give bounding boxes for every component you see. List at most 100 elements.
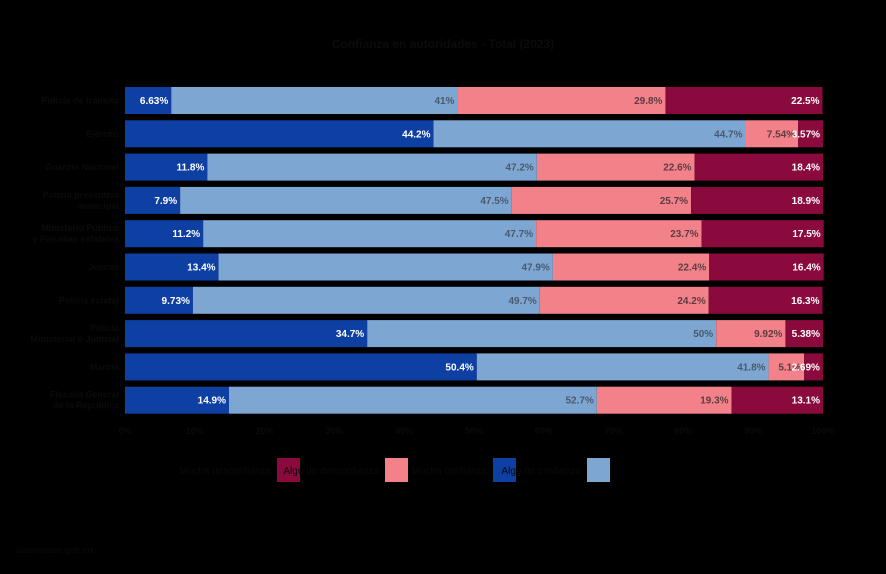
legend-swatch <box>277 458 300 482</box>
bar-segment-algo-de-confianza <box>476 353 769 381</box>
bar-segment-algo-de-confianza <box>207 153 537 181</box>
category-label: Ministerio Público y Fiscalías estatales <box>32 223 119 244</box>
legend-swatch <box>587 458 610 482</box>
bar-segment-mucha-confianza <box>125 186 181 214</box>
legend-label: Mucha confianza <box>411 466 487 477</box>
legend-label: Algo de desconfianza <box>283 466 379 477</box>
bar-segment-algo-de-desconfianza <box>539 286 709 314</box>
bar-segment-algo-de-confianza <box>218 253 553 281</box>
data-label: 47.7% <box>505 229 533 240</box>
x-tick-label: 80% <box>674 426 692 436</box>
bar-segment-algo-de-desconfianza <box>536 220 702 248</box>
data-label: 50.4% <box>445 362 473 373</box>
bar-segment-algo-de-desconfianza <box>745 120 799 148</box>
data-label: 13.1% <box>792 396 820 407</box>
bar-segment-mucha-confianza <box>125 353 477 381</box>
data-label: 34.7% <box>336 329 364 340</box>
bar-segment-mucha-desconfianza <box>694 153 823 181</box>
bar-segment-algo-de-confianza <box>180 186 512 214</box>
data-label: 25.7% <box>660 196 688 207</box>
value-labels: 6.63% 41% 29.8% 22.5% 44.2% 44.7% 7.54%3.57% 11… <box>140 96 821 407</box>
data-label: 47.5% <box>480 196 508 207</box>
data-label: 47.9% <box>522 263 550 274</box>
bar-segment-mucha-desconfianza <box>731 386 823 414</box>
legend-swatch <box>493 458 516 482</box>
bar-segment-mucha-desconfianza <box>785 320 823 348</box>
data-label: 44.2% <box>402 129 430 140</box>
bar-segment-algo-de-desconfianza <box>457 87 666 114</box>
legend-item-mucha-desconfianza[interactable]: Mucha desconfianza <box>179 458 300 482</box>
bar-segment-mucha-confianza <box>125 386 230 414</box>
data-label: 47.2% <box>505 163 533 174</box>
bar-segment-mucha-desconfianza <box>665 87 823 114</box>
data-label: 22.5% <box>791 96 819 107</box>
bar-segment-mucha-confianza <box>125 220 204 248</box>
data-label: 22.4% <box>678 263 706 274</box>
legend-item-algo-de-desconfianza[interactable]: Algo de desconfianza <box>283 458 408 482</box>
data-label: 2.69% <box>792 362 820 373</box>
footer-source: datamexico.gob.mx <box>16 545 95 555</box>
data-label: 29.8% <box>634 96 662 107</box>
category-labels: Policía de tránsito Ejército Guardia Nacio… <box>30 96 120 411</box>
data-label: 24.2% <box>677 296 705 307</box>
bar-segment-mucha-confianza <box>125 120 434 148</box>
bar-segment-mucha-desconfianza <box>701 220 824 248</box>
chart-title: Confianza en autoridades - Total (2023) <box>332 37 554 51</box>
x-axis-ticks: 0% 10% 20% 30% 40% 50% 60% 70% 80% 90% 100% <box>118 426 834 436</box>
x-tick-label: 40% <box>395 426 413 436</box>
bar-segment-mucha-confianza <box>125 153 208 181</box>
category-label: Policía Ministerial o Judicial <box>30 323 120 344</box>
x-tick-label: 50% <box>465 426 483 436</box>
legend-item-mucha-confianza[interactable]: Mucha confianza <box>411 458 516 482</box>
bar-segment-algo-de-desconfianza <box>768 353 805 381</box>
data-label: 50% <box>693 329 713 340</box>
bar-segment-mucha-desconfianza <box>804 353 823 381</box>
x-tick-label: 10% <box>186 426 204 436</box>
bar-segment-mucha-desconfianza <box>709 253 824 281</box>
category-label: Policía preventiva municipal <box>42 190 120 211</box>
bar-segment-algo-de-desconfianza <box>596 386 732 414</box>
x-tick-label: 0% <box>118 426 131 436</box>
data-label: 9.73% <box>162 296 190 307</box>
category-label: Policía de tránsito <box>41 96 119 106</box>
data-label: 19.3% <box>700 396 728 407</box>
category-label: Fiscalía General de la República <box>50 390 120 411</box>
category-label: Jueces <box>88 262 119 272</box>
category-label: Ejército <box>86 129 120 139</box>
legend: Mucha desconfianza Algo de desconfianza Mu… <box>179 458 610 482</box>
bar-segment-algo-de-desconfianza <box>552 253 710 281</box>
bar-segment-mucha-desconfianza <box>691 186 823 214</box>
data-label: 17.5% <box>792 229 820 240</box>
data-label: 23.7% <box>670 229 698 240</box>
data-label: 52.7% <box>565 396 593 407</box>
category-label: Policía estatal <box>59 295 119 305</box>
legend-swatch <box>385 458 408 482</box>
data-label: 16.3% <box>791 296 819 307</box>
data-label: 7.9% <box>154 196 177 207</box>
bar-segment-algo-de-confianza <box>367 320 717 348</box>
bar-segment-algo-de-desconfianza <box>511 186 692 214</box>
data-label: 9.92% <box>754 329 782 340</box>
bar-segment-mucha-confianza <box>125 286 193 314</box>
category-label: Marina <box>90 362 120 372</box>
bar-segment-mucha-confianza <box>125 253 219 281</box>
legend-item-algo-de-confianza[interactable]: Algo de confianza <box>501 458 610 482</box>
x-tick-label: 90% <box>744 426 762 436</box>
data-label: 3.57% <box>792 129 820 140</box>
data-label: 11.8% <box>177 163 205 174</box>
bar-segment-algo-de-confianza <box>433 120 746 148</box>
data-label: 41.8% <box>737 362 765 373</box>
legend-label: Algo de confianza <box>501 466 581 477</box>
data-label: 44.7% <box>714 129 742 140</box>
data-label: 49.7% <box>508 296 536 307</box>
x-tick-label: 60% <box>535 426 553 436</box>
data-label: 5.1% <box>778 362 801 373</box>
bar-segment-algo-de-confianza <box>171 87 458 114</box>
bar-segment-algo-de-desconfianza <box>716 320 786 348</box>
data-label: 16.4% <box>792 263 820 274</box>
data-label: 13.4% <box>187 263 215 274</box>
data-label: 14.9% <box>198 396 226 407</box>
bars-layer <box>125 87 824 414</box>
x-tick-label: 70% <box>605 426 623 436</box>
